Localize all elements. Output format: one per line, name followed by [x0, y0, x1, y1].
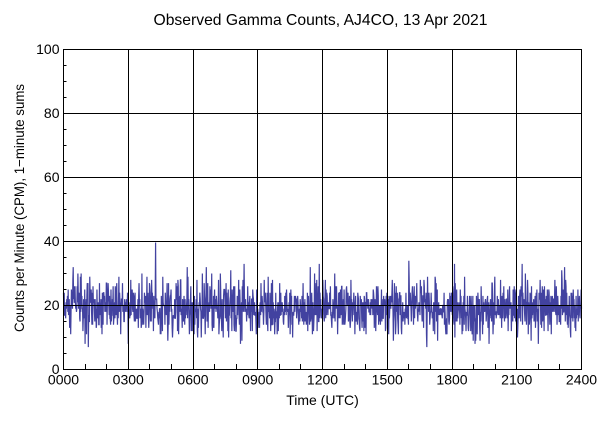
svg-text:0900: 0900 — [242, 372, 273, 388]
svg-text:0300: 0300 — [113, 372, 144, 388]
svg-text:100: 100 — [36, 41, 60, 57]
svg-text:0600: 0600 — [177, 372, 208, 388]
svg-text:1500: 1500 — [372, 372, 403, 388]
svg-text:40: 40 — [44, 233, 60, 249]
svg-text:Counts per Minute (CPM), 1−min: Counts per Minute (CPM), 1−minute sums — [12, 84, 27, 332]
svg-text:2400: 2400 — [566, 372, 597, 388]
svg-text:1800: 1800 — [436, 372, 467, 388]
svg-text:0000: 0000 — [48, 372, 79, 388]
svg-text:Observed Gamma Counts, AJ4CO,: Observed Gamma Counts, AJ4CO, 13 Apr 202… — [154, 12, 488, 29]
svg-text:Time (UTC): Time (UTC) — [286, 392, 359, 408]
svg-text:60: 60 — [44, 169, 60, 185]
svg-text:2100: 2100 — [501, 372, 532, 388]
svg-text:20: 20 — [44, 297, 60, 313]
svg-text:1200: 1200 — [307, 372, 338, 388]
svg-text:0: 0 — [52, 361, 60, 377]
svg-text:80: 80 — [44, 105, 60, 121]
